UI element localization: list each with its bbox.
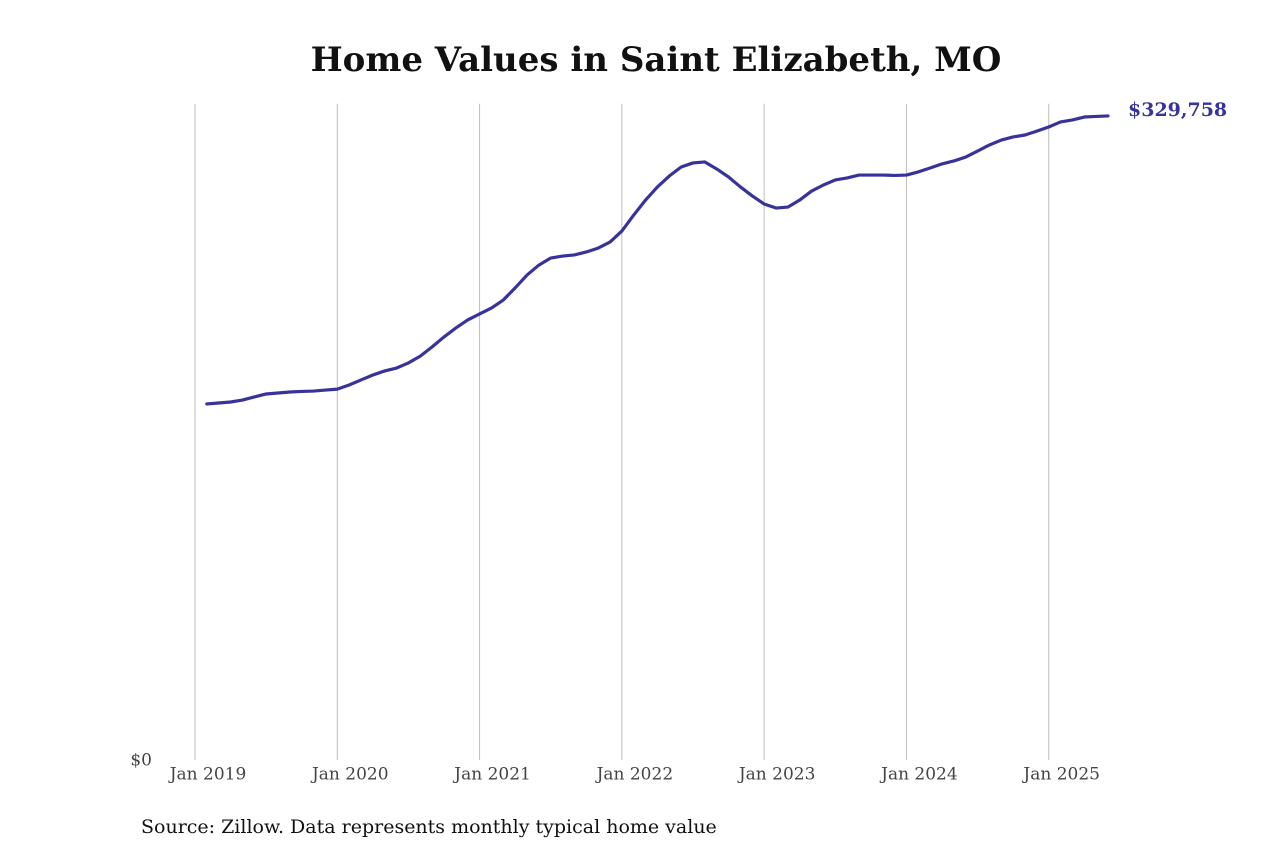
x-tick-label: Jan 2021 [452,765,531,785]
x-tick-label: Jan 2023 [737,765,816,785]
background [0,0,1280,853]
x-tick-label: Jan 2020 [310,765,389,785]
value-label: $329,758 [1128,99,1227,121]
x-tick-label: Jan 2025 [1021,765,1100,785]
x-tick-label: Jan 2024 [879,765,958,785]
source-note: Source: Zillow. Data represents monthly … [141,816,717,838]
y-tick-label: $0 [130,751,152,771]
chart: Home Values in Saint Elizabeth, MO Sourc… [0,0,1280,853]
chart-title: Home Values in Saint Elizabeth, MO [311,40,1002,80]
x-tick-label: Jan 2019 [168,765,247,785]
x-tick-label: Jan 2022 [595,765,674,785]
